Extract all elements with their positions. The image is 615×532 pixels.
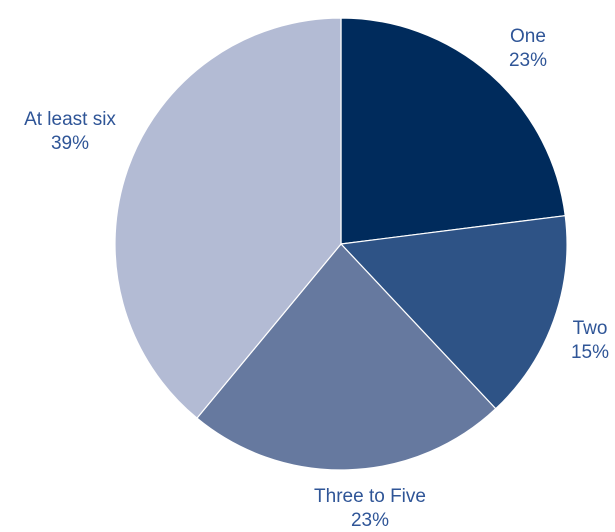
slice-value-three-to-five: 23%	[351, 510, 389, 531]
pie-slice-two	[339, 215, 568, 410]
slice-label-two: Two	[573, 318, 608, 339]
slice-value-at-least-six: 39%	[51, 133, 89, 154]
slice-value-two: 15%	[571, 342, 609, 363]
pie-slice-one	[340, 17, 566, 245]
slice-label-three-to-five: Three to Five	[314, 486, 426, 507]
pie-slice-three-to-five	[196, 243, 497, 471]
slice-value-one: 23%	[509, 50, 547, 71]
pie-slice-at-least-six	[114, 17, 342, 419]
slice-label-at-least-six: At least six	[24, 109, 116, 130]
slice-label-one: One	[510, 26, 546, 47]
